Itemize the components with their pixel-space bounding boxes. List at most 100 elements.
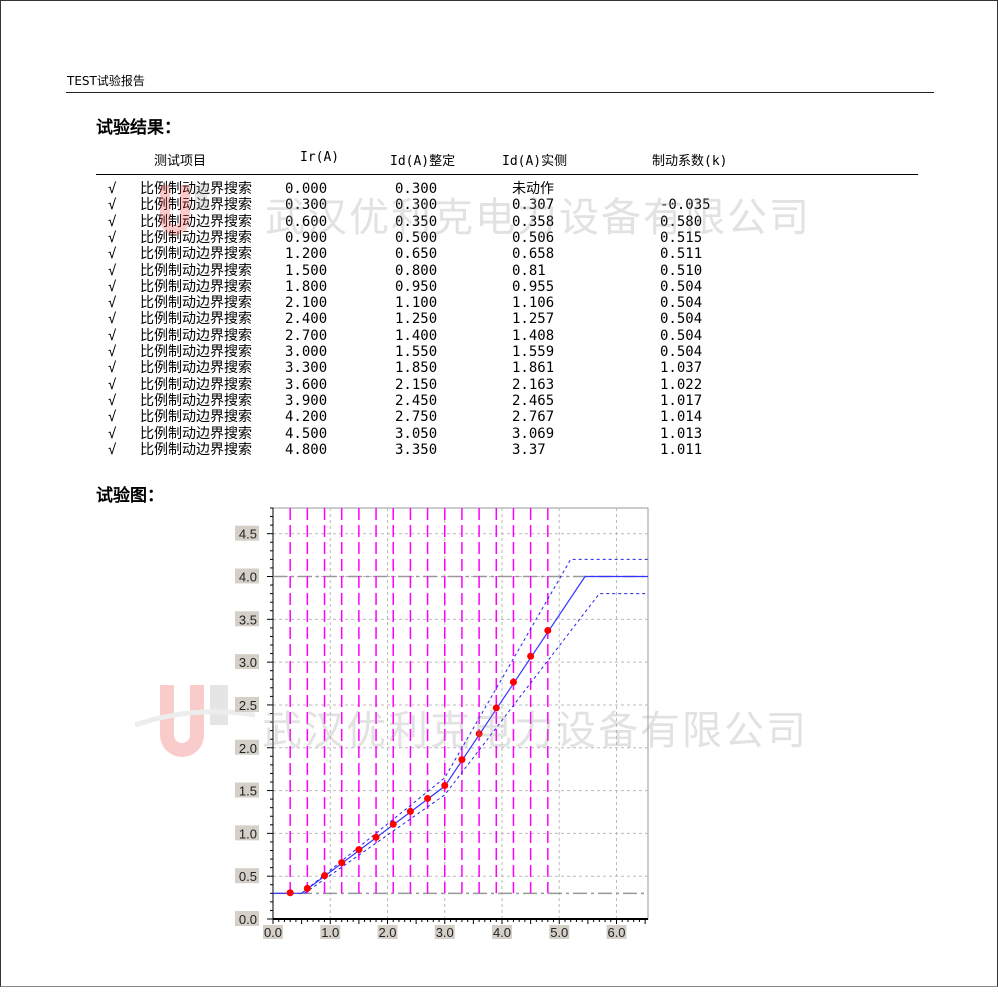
table-row: √ 比例制动边界搜索 3.000 1.550 1.559 0.504: [0, 344, 998, 360]
cell-id-set: 1.400: [395, 327, 438, 344]
cell-ir: 2.700: [285, 327, 328, 344]
cell-item: 比例制动边界搜索: [140, 360, 252, 377]
y-tick-bg: [235, 825, 259, 841]
cell-id-set: 2.150: [395, 376, 438, 393]
cell-id-set: 2.750: [395, 409, 438, 426]
cell-ir: 4.500: [285, 425, 328, 442]
cell-check: √: [108, 246, 117, 263]
cell-k: 1.011: [660, 441, 703, 458]
cell-k: -0.035: [660, 197, 711, 214]
cell-ir: 2.100: [285, 295, 328, 312]
cell-check: √: [108, 360, 117, 377]
y-tick-bg: [235, 782, 259, 798]
data-point: [458, 756, 466, 764]
table-row: √ 比例制动边界搜索 2.700 1.400 1.408 0.504: [0, 328, 998, 344]
watermark-text: 武汉优利克电力设备有限公司: [265, 195, 811, 241]
chart-heading: 试验图：: [96, 486, 164, 506]
cell-k: 0.515: [660, 229, 703, 246]
cell-item: 比例制动边界搜索: [140, 295, 252, 312]
cell-id-set: 0.650: [395, 246, 438, 263]
y-tick-label: 0.0: [239, 912, 257, 927]
cell-id-set: 0.500: [395, 229, 438, 246]
data-point: [475, 730, 483, 738]
cell-id-actual: 0.658: [512, 246, 555, 263]
cell-item: 比例制动边界搜索: [140, 409, 252, 426]
cell-item: 比例制动边界搜索: [140, 441, 252, 458]
cell-check: √: [108, 376, 117, 393]
x-tick-bg: [606, 925, 627, 939]
table-row: √ 比例制动边界搜索 1.500 0.800 0.81 0.510: [0, 263, 998, 279]
cell-ir: 1.500: [285, 262, 328, 279]
cell-id-actual: 2.465: [512, 392, 555, 409]
col-header-ir: Ir(A): [300, 150, 340, 165]
table-row: √ 比例制动边界搜索 2.400 1.250 1.257 0.504: [0, 311, 998, 327]
cell-id-set: 3.050: [395, 425, 438, 442]
data-point: [544, 626, 552, 634]
cell-ir: 3.600: [285, 376, 328, 393]
data-point: [389, 820, 397, 828]
cell-id-actual: 1.559: [512, 344, 555, 360]
cell-k: 0.504: [660, 278, 703, 295]
x-tick-label: 0.0: [264, 925, 282, 940]
cell-ir: 3.300: [285, 360, 328, 377]
y-tick-bg: [235, 696, 259, 712]
x-tick-label: 1.0: [321, 925, 339, 940]
cell-k: 0.510: [660, 262, 703, 279]
cell-ir: 3.000: [285, 344, 328, 360]
cell-id-set: 0.300: [395, 197, 438, 214]
cell-ir: 0.000: [285, 181, 328, 197]
cell-check: √: [108, 344, 117, 360]
cell-k: 0.580: [660, 213, 703, 230]
y-tick-bg: [235, 654, 259, 670]
cell-item: 比例制动边界搜索: [140, 392, 252, 409]
table-row: √ 比例制动边界搜索 0.000 0.300 未动作: [0, 181, 998, 197]
cell-id-actual: 0.955: [512, 278, 555, 295]
cell-item: 比例制动边界搜索: [140, 262, 252, 279]
cell-item: 比例制动边界搜索: [140, 425, 252, 442]
data-point: [303, 884, 311, 892]
data-point: [321, 872, 329, 880]
cell-check: √: [108, 311, 117, 328]
cell-id-set: 1.250: [395, 311, 438, 328]
y-tick-label: 3.5: [239, 612, 257, 627]
y-tick-bg: [235, 868, 259, 884]
cell-ir: 0.900: [285, 229, 328, 246]
table-row: √ 比例制动边界搜索 4.500 3.050 3.069 1.013: [0, 426, 998, 442]
cell-check: √: [108, 409, 117, 426]
cell-item: 比例制动边界搜索: [140, 278, 252, 295]
y-tick-bg: [235, 739, 259, 755]
cell-k: 0.504: [660, 311, 703, 328]
cell-check: √: [108, 441, 117, 458]
cell-id-actual: 0.358: [512, 213, 555, 230]
cell-item: 比例制动边界搜索: [140, 344, 252, 360]
x-tick-bg: [377, 925, 398, 939]
y-tick-label: 2.5: [239, 698, 257, 713]
watermark-logo: [160, 185, 207, 235]
cell-k: 0.504: [660, 344, 703, 360]
cell-id-set: 1.850: [395, 360, 438, 377]
y-tick-bg: [235, 525, 259, 541]
table-row: √ 比例制动边界搜索 0.300 0.300 0.307 -0.035: [0, 197, 998, 213]
cell-check: √: [108, 392, 117, 409]
cell-id-actual: 1.106: [512, 295, 555, 312]
cell-id-actual: 1.861: [512, 360, 555, 377]
cell-item: 比例制动边界搜索: [140, 213, 252, 230]
cell-check: √: [108, 181, 117, 197]
x-tick-bg: [263, 925, 283, 939]
y-tick-bg: [235, 568, 259, 584]
col-header-item: 测试项目: [154, 154, 207, 169]
cell-id-set: 3.350: [395, 441, 438, 458]
cell-k: 0.511: [660, 246, 703, 263]
table-row: √ 比例制动边界搜索 1.800 0.950 0.955 0.504: [0, 279, 998, 295]
cell-ir: 1.800: [285, 278, 328, 295]
cell-id-actual: 1.257: [512, 311, 555, 328]
col-header-id-actual: Id(A)实侧: [502, 154, 568, 169]
y-tick-label: 4.0: [239, 570, 257, 585]
table-row: √ 比例制动边界搜索 3.300 1.850 1.861 1.037: [0, 360, 998, 376]
cell-check: √: [108, 197, 117, 214]
cell-id-actual: 未动作: [512, 181, 554, 197]
cell-k: 1.013: [660, 425, 703, 442]
table-row: √ 比例制动边界搜索 3.600 2.150 2.163 1.022: [0, 377, 998, 393]
y-tick-label: 4.5: [239, 527, 257, 542]
x-tick-label: 3.0: [436, 925, 454, 940]
